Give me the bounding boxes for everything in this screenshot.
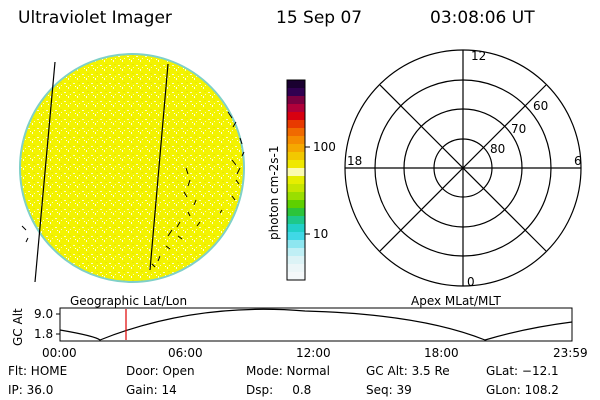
mlt-label-6: 6 (574, 154, 582, 168)
uv-disk-fill (20, 54, 244, 282)
uv-image-disk (19, 53, 245, 283)
alt-tick-1-8: 1.8 (34, 327, 53, 341)
colorbar-tick-100: 100 (313, 140, 336, 154)
mlat-label-60: 60 (533, 99, 548, 113)
altitude-frame (59, 307, 573, 342)
info-glat: GLat: −12.1 (486, 364, 559, 378)
info-door: Door: Open (126, 364, 195, 378)
altitude-curve (59, 308, 573, 341)
meridian-line-left (34, 61, 56, 283)
uv-disk-rim (19, 53, 245, 283)
globe-caption: Geographic Lat/Lon (70, 294, 187, 308)
altitude-strip (56, 307, 573, 342)
info-ip: IP: 36.0 (8, 383, 54, 397)
app-title: Ultraviolet Imager (18, 8, 172, 28)
info-dsp: Dsp: 0.8 (246, 383, 312, 397)
info-seq: Seq: 39 (366, 383, 412, 397)
coastline-dashes (21, 111, 245, 268)
info-gc-alt: GC Alt: 3.5 Re (366, 364, 450, 378)
time-tick-1200: 12:00 (296, 346, 331, 360)
mlt-label-0: 0 (467, 275, 475, 289)
mlt-label-12: 12 (471, 49, 486, 63)
info-mode: Mode: Normal (246, 364, 330, 378)
info-glon: GLon: 108.2 (486, 383, 559, 397)
time-tick-0000: 00:00 (42, 346, 77, 360)
mlat-label-70: 70 (511, 122, 526, 136)
colorbar (286, 79, 310, 281)
polar-caption: Apex MLat/MLT (411, 294, 501, 308)
observation-date: 15 Sep 07 (276, 8, 363, 28)
mlat-label-80: 80 (490, 142, 505, 156)
info-flight: Flt: HOME (8, 364, 68, 378)
polar-grid (344, 49, 582, 287)
meridian-line-right (149, 63, 169, 271)
mlt-label-18: 18 (347, 154, 362, 168)
time-tick-2359: 23:59 (553, 346, 588, 360)
colorbar-tick-10: 10 (313, 227, 328, 241)
altitude-axis-label: GC Alt (11, 308, 25, 346)
time-tick-0600: 06:00 (168, 346, 203, 360)
info-gain: Gain: 14 (126, 383, 177, 397)
alt-tick-9: 9.0 (34, 307, 53, 321)
observation-time: 03:08:06 UT (430, 8, 535, 28)
colorbar-label: photon cm-2s-1 (267, 146, 281, 241)
time-tick-1800: 18:00 (424, 346, 459, 360)
